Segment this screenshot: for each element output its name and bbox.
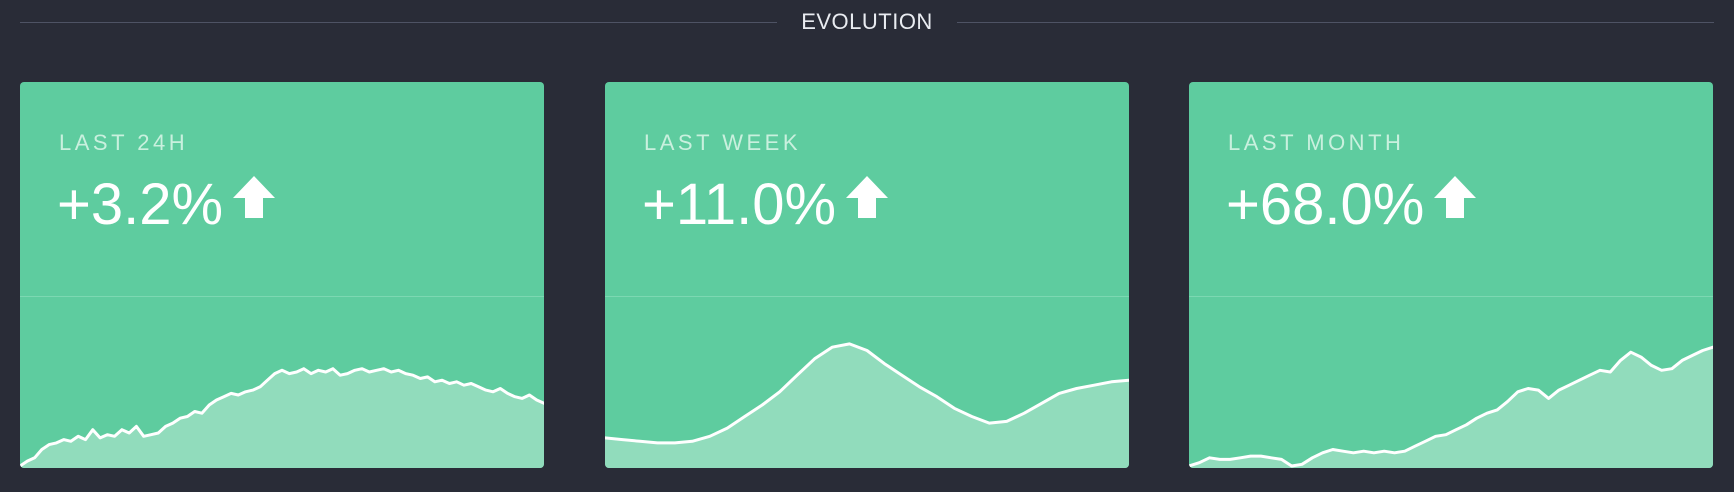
card-label: LAST MONTH	[1228, 130, 1405, 155]
section-header: EVOLUTION	[20, 6, 1715, 38]
card-last-month: LAST MONTH +68.0%	[1189, 82, 1713, 468]
sparkline-chart	[605, 342, 1129, 468]
sparkline-chart	[1189, 345, 1713, 468]
arrow-up-icon	[846, 176, 889, 218]
sparkline-line	[20, 367, 544, 468]
sparkline-area	[20, 368, 544, 468]
header-rule-left	[20, 21, 778, 23]
card-divider	[605, 296, 1129, 297]
sparkline-area	[605, 343, 1129, 468]
section-title: EVOLUTION	[801, 9, 933, 34]
header-rule-right	[956, 21, 1715, 23]
card-divider	[20, 296, 544, 297]
card-value-row: +68.0%	[1226, 170, 1478, 240]
card-label: LAST 24H	[59, 130, 189, 155]
card-label: LAST WEEK	[644, 130, 802, 155]
sparkline-line	[605, 342, 1129, 445]
arrow-up-icon	[1434, 176, 1477, 218]
card-last-week: LAST WEEK +11.0%	[605, 82, 1129, 468]
card-divider	[1189, 296, 1713, 297]
card-last-24h: LAST 24H +3.2%	[20, 82, 544, 468]
sparkline-chart	[20, 367, 544, 468]
card-value: +68.0%	[1226, 172, 1425, 237]
arrow-up-icon	[233, 176, 276, 218]
card-value: +3.2%	[57, 172, 224, 237]
sparkline-area	[1189, 347, 1713, 468]
card-value: +11.0%	[642, 172, 837, 237]
card-value-row: +3.2%	[57, 170, 277, 240]
card-value-row: +11.0%	[642, 170, 890, 240]
sparkline-line	[1189, 345, 1713, 468]
